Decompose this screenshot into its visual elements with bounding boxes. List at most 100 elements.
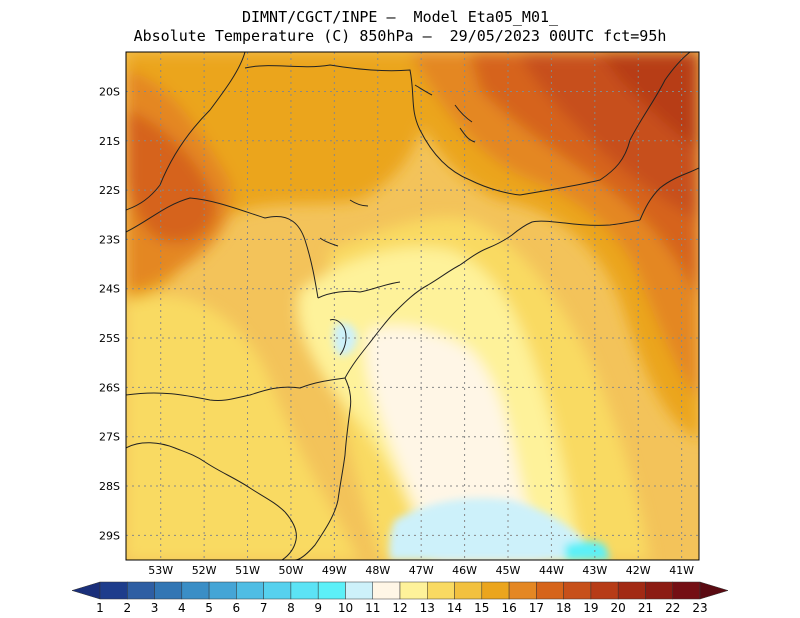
latitude-label: 21S (99, 135, 120, 148)
colorbar-high-arrow (699, 581, 729, 600)
colorbar-swatch (536, 581, 564, 600)
coastline (294, 377, 352, 560)
longitude-label: 51W (235, 564, 260, 577)
colorbar-swatches (71, 581, 729, 600)
colorbar-label: 2 (123, 601, 131, 615)
temperature-zone (565, 541, 610, 560)
temperature-zone (389, 498, 600, 560)
colorbar-label: 16 (501, 601, 516, 615)
temperature-zone (126, 295, 360, 560)
colorbar-label: 22 (665, 601, 680, 615)
temperature-zone (126, 110, 216, 243)
colorbar-swatch (317, 581, 346, 600)
colorbar-label: 18 (556, 601, 571, 615)
coastline (344, 264, 461, 379)
colorbar-label: 1 (96, 601, 104, 615)
temperature-zone (600, 52, 699, 150)
colorbar-swatch (672, 581, 701, 600)
colorbar-label: 5 (205, 601, 213, 615)
colorbar-label: 6 (233, 601, 241, 615)
latitude-label: 23S (99, 233, 120, 246)
colorbar-swatch (154, 581, 183, 600)
latitude-label: 28S (99, 480, 120, 493)
latitude-label: 22S (99, 184, 120, 197)
lake (329, 319, 347, 356)
state-border (281, 511, 297, 560)
colorbar-swatch (399, 581, 428, 600)
longitude-label: 50W (279, 564, 304, 577)
colorbar-label: 19 (583, 601, 598, 615)
map-frame (125, 51, 700, 561)
state-border (126, 377, 346, 401)
longitude-label: 43W (582, 564, 607, 577)
colorbar-swatch (345, 581, 373, 600)
state-border (126, 52, 246, 211)
latitude-label: 25S (99, 332, 120, 345)
colorbar-swatch (481, 581, 510, 600)
colorbar-label: 4 (178, 601, 186, 615)
colorbar-label: 15 (474, 601, 489, 615)
reservoir (414, 84, 476, 143)
longitude-label: 47W (409, 564, 434, 577)
colorbar-label: 10 (338, 601, 353, 615)
colorbar-label: 9 (314, 601, 322, 615)
colorbar-swatch (508, 581, 537, 600)
latitude-label: 29S (99, 529, 120, 542)
colorbar-label: 11 (365, 601, 380, 615)
latitude-label: 24S (99, 283, 120, 296)
colorbar-swatch (263, 581, 292, 600)
state-border (244, 64, 521, 196)
colorbar-label: 21 (638, 601, 653, 615)
chart-title-line1: DIMNT/CGCT/INPE – Model Eta05_M01_ (241, 8, 559, 26)
colorbar-swatch (590, 581, 619, 600)
colorbar-label: 13 (420, 601, 435, 615)
state-border (126, 442, 286, 513)
colorbar-swatch (617, 581, 646, 600)
colorbar-label: 8 (287, 601, 295, 615)
coastline (459, 219, 641, 266)
colorbar-label: 12 (392, 601, 407, 615)
longitude-label: 53W (148, 564, 173, 577)
colorbar-swatch (208, 581, 237, 600)
colorbar-labels: 1 2 3 4 5 6 7 8 9 10 11 12 13 14 15 16 17 18 19 20 21 22 23 (96, 601, 707, 615)
longitude-label: 49W (322, 564, 347, 577)
latitude-label: 20S (99, 85, 120, 98)
state-border (317, 281, 401, 299)
longitude-label: 46W (452, 564, 477, 577)
colorbar-swatch (372, 581, 401, 600)
longitude-label: 41W (669, 564, 694, 577)
longitude-label: 48W (365, 564, 390, 577)
reservoir (319, 199, 369, 247)
state-border (519, 52, 691, 196)
colorbar-label: 23 (692, 601, 707, 615)
colorbar-swatch (236, 581, 264, 600)
colorbar-swatch (645, 581, 673, 600)
colorbar-label: 14 (447, 601, 462, 615)
longitude-label: 42W (626, 564, 651, 577)
colorbar-label: 3 (151, 601, 159, 615)
colorbar-swatch (181, 581, 210, 600)
colorbar-swatch (427, 581, 455, 600)
temperature-zone (333, 323, 358, 356)
longitude-label: 45W (496, 564, 521, 577)
colorbar-swatch (454, 581, 483, 600)
latitude-label: 27S (99, 431, 120, 444)
colorbar-swatch (563, 581, 592, 600)
colorbar-label: 7 (260, 601, 268, 615)
colorbar-swatch (290, 581, 319, 600)
colorbar-label: 17 (529, 601, 544, 615)
colorbar-low-arrow (71, 581, 101, 600)
longitude-label: 52W (192, 564, 217, 577)
longitude-labels: 53W 52W 51W 50W 49W 48W 47W 46W 45W 44W 43W 42W 41W (148, 564, 694, 577)
colorbar-label: 20 (611, 601, 626, 615)
colorbar-swatch (127, 581, 155, 600)
temperature-field (126, 52, 699, 560)
state-border (126, 197, 319, 299)
latitude-label: 26S (99, 381, 120, 394)
graticule (126, 52, 699, 560)
chart-title-line2: Absolute Temperature (C) 850hPa – 29/05/… (133, 27, 667, 45)
colorbar-swatch (99, 581, 128, 600)
latitude-labels: 20S 21S 22S 23S 24S 25S 26S 27S 28S 29S (99, 85, 120, 542)
